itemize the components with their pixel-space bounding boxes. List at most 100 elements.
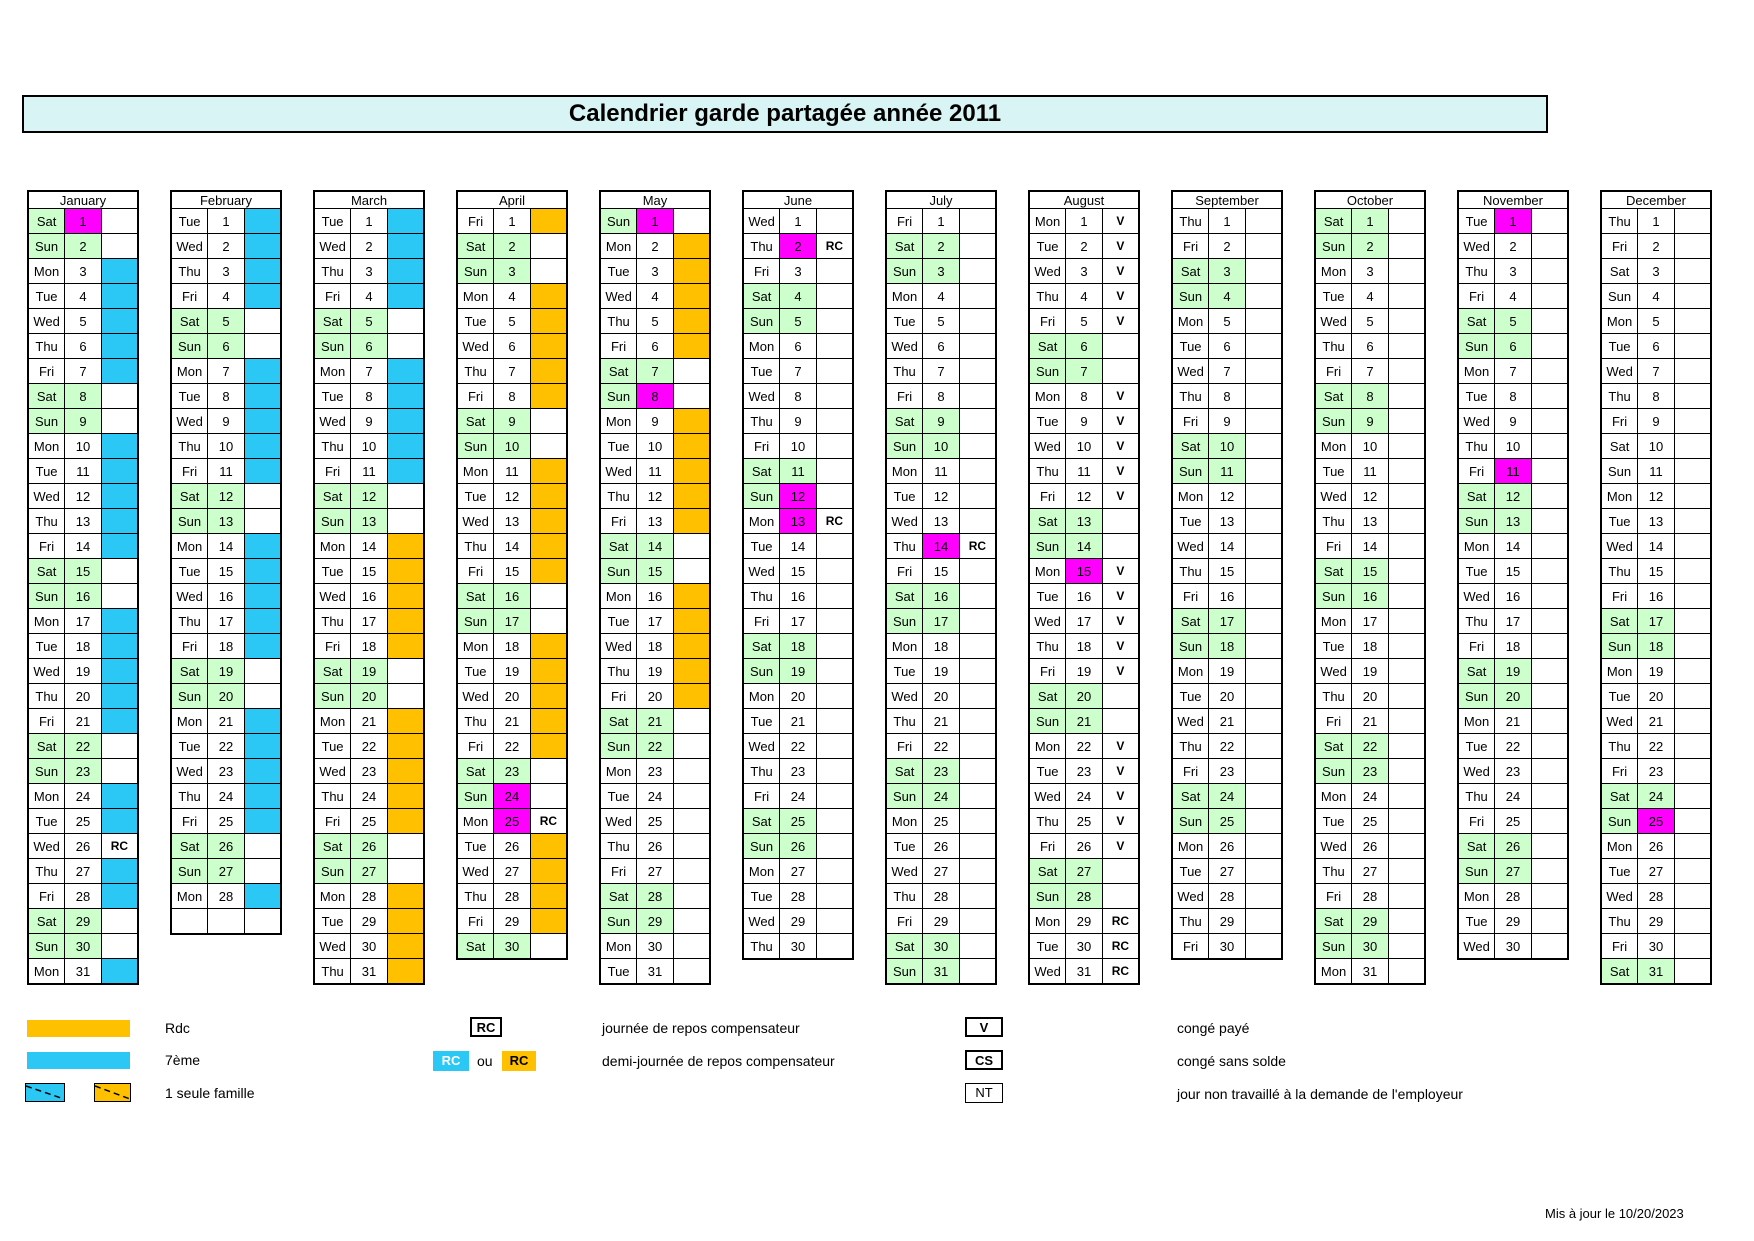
month-header-row: June xyxy=(742,190,854,209)
marker-cell xyxy=(386,908,425,934)
dow-cell: Tue xyxy=(1457,208,1496,234)
dow-cell: Mon xyxy=(1314,608,1353,634)
day-number-cell: 26 xyxy=(1351,833,1389,859)
v-box: V xyxy=(965,1017,1003,1037)
dow-cell: Sat xyxy=(742,283,781,309)
day-number-cell: 17 xyxy=(350,608,388,634)
day-row: Sun 4 xyxy=(1171,283,1283,309)
day-row: Mon 7 xyxy=(1457,358,1569,384)
dow-cell: Fri xyxy=(170,808,209,834)
day-row: Fri 19 V xyxy=(1028,658,1140,684)
dow-cell: Fri xyxy=(170,633,209,659)
marker-cell xyxy=(1673,708,1712,734)
day-row: Wed 14 xyxy=(1600,533,1712,559)
dow-cell: Wed xyxy=(456,333,495,359)
day-number-cell: 2 xyxy=(922,233,960,259)
dow-cell: Mon xyxy=(313,883,352,909)
marker-cell xyxy=(243,783,282,809)
marker-cell xyxy=(1673,933,1712,959)
day-row: Wed 27 xyxy=(885,858,997,884)
day-number-cell: 26 xyxy=(207,833,245,859)
day-row: Tue 1 xyxy=(170,208,282,234)
marker-cell: V xyxy=(1101,408,1140,434)
marker-cell xyxy=(1101,683,1140,709)
marker-cell xyxy=(243,233,282,259)
marker-cell xyxy=(243,908,282,935)
marker-cell xyxy=(243,408,282,434)
marker-cell xyxy=(243,883,282,909)
day-row: Mon 22 V xyxy=(1028,733,1140,759)
dow-cell: Tue xyxy=(313,733,352,759)
marker-cell xyxy=(815,533,854,559)
day-number-cell: 2 xyxy=(493,233,531,259)
day-number-cell: 23 xyxy=(207,758,245,784)
marker-cell xyxy=(672,908,711,934)
dow-cell: Sat xyxy=(1600,783,1639,809)
day-number-cell: 7 xyxy=(922,358,960,384)
day-row: Sun 11 xyxy=(1600,458,1712,484)
dow-cell: Mon xyxy=(27,958,66,985)
day-number-cell: 11 xyxy=(64,458,102,484)
marker-cell: RC xyxy=(1101,908,1140,934)
marker-cell xyxy=(100,783,139,809)
marker-cell xyxy=(243,458,282,484)
day-row: Wed 17 V xyxy=(1028,608,1140,634)
day-number-cell: 22 xyxy=(1637,733,1675,759)
day-number-cell: 24 xyxy=(922,783,960,809)
day-row: Wed 13 xyxy=(885,508,997,534)
marker-cell xyxy=(1673,383,1712,409)
day-row: Fri 22 xyxy=(456,733,568,759)
day-row: Thu 4 V xyxy=(1028,283,1140,309)
marker-cell xyxy=(1387,283,1426,309)
day-row: Fri 15 xyxy=(456,558,568,584)
day-row: Wed 23 xyxy=(1457,758,1569,784)
day-number-cell: 13 xyxy=(1208,508,1246,534)
marker-cell xyxy=(1673,308,1712,334)
day-row: Fri 28 xyxy=(27,883,139,909)
marker-cell xyxy=(386,633,425,659)
marker-cell xyxy=(958,408,997,434)
dow-cell: Sat xyxy=(1028,858,1067,884)
day-row: Mon 12 xyxy=(1600,483,1712,509)
day-number-cell: 3 xyxy=(207,258,245,284)
marker-cell xyxy=(386,283,425,309)
day-row: Sat 15 xyxy=(1314,558,1426,584)
marker-cell xyxy=(529,258,568,284)
dow-cell: Fri xyxy=(456,733,495,759)
day-number-cell: 4 xyxy=(1637,283,1675,309)
dow-cell: Thu xyxy=(313,433,352,459)
dow-cell: Sun xyxy=(885,608,924,634)
marker-cell xyxy=(1673,408,1712,434)
dow-cell: Mon xyxy=(1457,883,1496,909)
marker-cell xyxy=(958,508,997,534)
day-number-cell: 3 xyxy=(493,258,531,284)
marker-cell xyxy=(386,333,425,359)
day-number-cell: 19 xyxy=(779,658,817,684)
day-number-cell: 24 xyxy=(207,783,245,809)
day-row: Thu 19 xyxy=(599,658,711,684)
day-number-cell: 27 xyxy=(922,858,960,884)
day-number-cell: 26 xyxy=(779,833,817,859)
day-number-cell: 9 xyxy=(779,408,817,434)
marker-cell xyxy=(100,658,139,684)
month-october: October Sat 1 Sun 2 Mon 3 Tue 4 Wed 5 Thu 6 Fri 7 Sat 8 S… xyxy=(1314,190,1426,985)
dow-cell: Wed xyxy=(885,683,924,709)
dow-cell: Mon xyxy=(1028,733,1067,759)
dow-cell: Tue xyxy=(885,483,924,509)
marker-cell xyxy=(958,333,997,359)
day-number-cell: 19 xyxy=(350,658,388,684)
dow-cell: Sat xyxy=(1171,608,1210,634)
day-row: Tue 20 xyxy=(1600,683,1712,709)
dow-cell: Tue xyxy=(1457,733,1496,759)
marker-cell: V xyxy=(1101,283,1140,309)
day-row: Sun 26 xyxy=(742,833,854,859)
marker-cell xyxy=(1530,558,1569,584)
marker-cell xyxy=(1387,933,1426,959)
day-number-cell: 28 xyxy=(1065,883,1103,909)
day-row: Thu 7 xyxy=(885,358,997,384)
marker-cell xyxy=(1387,633,1426,659)
marker-cell xyxy=(815,483,854,509)
marker-cell xyxy=(100,683,139,709)
marker-cell xyxy=(1673,833,1712,859)
dow-cell: Mon xyxy=(742,683,781,709)
